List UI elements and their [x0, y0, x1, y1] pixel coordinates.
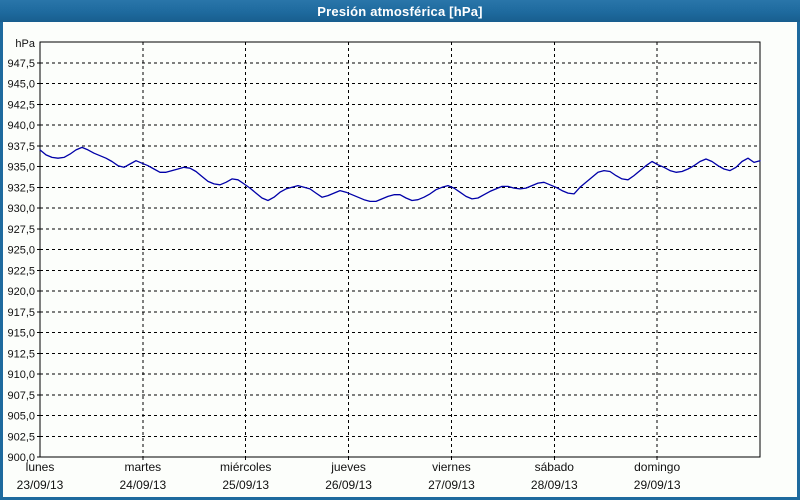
- x-day-date-label: 28/09/13: [531, 478, 578, 492]
- y-axis-unit-label: hPa: [15, 38, 35, 50]
- plot-border: [39, 41, 761, 458]
- y-tick-label: 922,5: [7, 265, 35, 277]
- x-day-name-label: lunes: [26, 460, 55, 474]
- y-tick-label: 945,0: [7, 79, 35, 91]
- y-tick-label: 932,5: [7, 182, 35, 194]
- y-tick-label: 900,0: [7, 452, 35, 464]
- chart-panel: 947,5 945,0 942,5 940,0 937,5 935,0 932,5 930,0…: [3, 22, 797, 497]
- x-day-name-label: martes: [125, 460, 162, 474]
- y-tick-label: 937,5: [7, 141, 35, 153]
- y-tick-label: 942,5: [7, 99, 35, 111]
- y-tick-label: 940,0: [7, 120, 35, 132]
- pressure-series-line: [39, 146, 761, 203]
- x-day-date-label: 24/09/13: [119, 478, 166, 492]
- y-tick-label: 907,5: [7, 390, 35, 402]
- x-day-name-label: sábado: [535, 460, 575, 474]
- y-tick-label: 925,0: [7, 245, 35, 257]
- x-day-date-label: 23/09/13: [17, 478, 64, 492]
- y-tick-label: 947,5: [7, 58, 35, 70]
- y-tick-label: 930,0: [7, 203, 35, 215]
- pressure-chart: 947,5 945,0 942,5 940,0 937,5 935,0 932,5 930,0…: [7, 38, 761, 492]
- x-day-date-label: 29/09/13: [634, 478, 681, 492]
- chart-title-bar: Presión atmosférica [hPa]: [0, 0, 800, 22]
- y-tick-label: 902,5: [7, 431, 35, 443]
- y-tick-label: 915,0: [7, 328, 35, 340]
- x-day-date-label: 27/09/13: [428, 478, 475, 492]
- x-day-name-label: jueves: [330, 460, 366, 474]
- x-day-date-label: 25/09/13: [222, 478, 269, 492]
- y-tick-label: 927,5: [7, 224, 35, 236]
- y-tick-label: 935,0: [7, 162, 35, 174]
- x-day-name-label: miércoles: [220, 460, 271, 474]
- x-day-name-label: viernes: [432, 460, 471, 474]
- y-tick-label: 912,5: [7, 348, 35, 360]
- y-tick-label: 905,0: [7, 411, 35, 423]
- y-tick-label: 920,0: [7, 286, 35, 298]
- chart-title: Presión atmosférica [hPa]: [317, 3, 483, 19]
- y-tick-label: 910,0: [7, 369, 35, 381]
- y-tick-label: 917,5: [7, 307, 35, 319]
- x-day-date-label: 26/09/13: [325, 478, 372, 492]
- x-day-name-label: domingo: [634, 460, 680, 474]
